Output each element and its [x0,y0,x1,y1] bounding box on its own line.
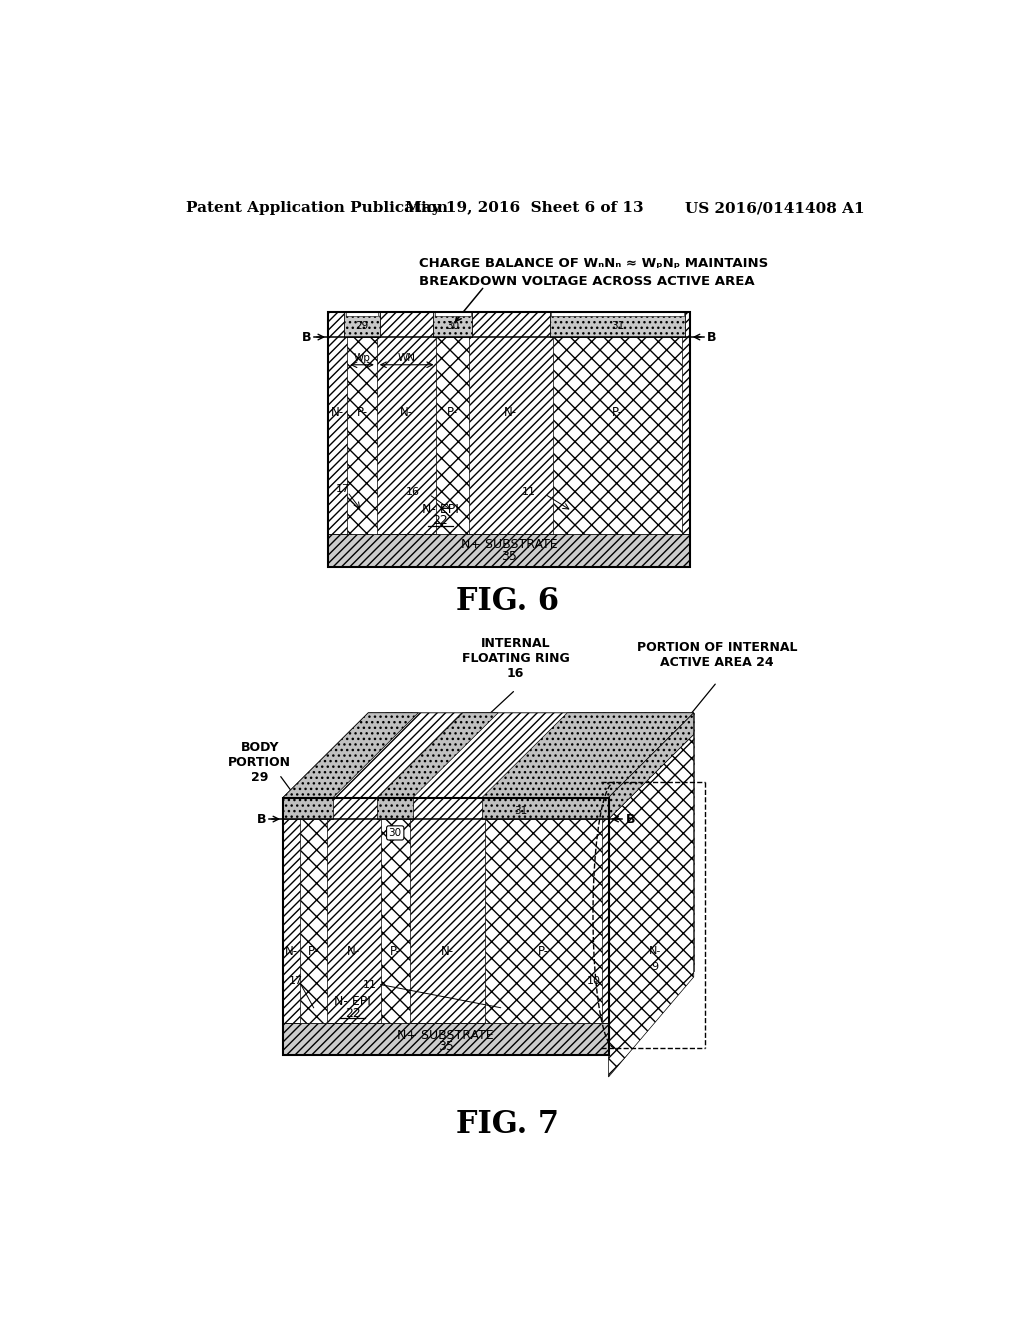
Bar [346,313,378,317]
Text: FIG. 6: FIG. 6 [457,586,559,616]
Text: WN: WN [397,352,416,363]
Text: Patent Application Publication: Patent Application Publication [186,202,449,215]
Text: N-: N- [347,945,360,958]
Text: N-: N- [504,407,517,418]
Bar [300,797,327,1023]
Polygon shape [608,713,693,818]
Polygon shape [369,939,693,970]
Text: N-: N- [441,945,454,958]
Text: N- EPI: N- EPI [334,995,371,1008]
Bar [378,797,413,818]
Text: 35: 35 [501,550,517,564]
Text: Wp: Wp [353,352,371,363]
Bar [328,535,690,566]
Text: N-: N- [331,407,344,418]
Bar [344,313,380,337]
Text: N-: N- [649,946,662,957]
Text: P-: P- [308,945,319,958]
Bar [433,313,472,337]
Text: FIG. 7: FIG. 7 [457,1109,559,1140]
Text: 35: 35 [438,1040,454,1053]
Text: 22: 22 [345,1007,360,1019]
Bar [283,797,333,818]
Polygon shape [378,713,499,797]
Text: N+ SUBSTRATE: N+ SUBSTRATE [397,1028,494,1041]
Text: N-: N- [285,945,298,958]
Bar [435,313,471,317]
Bar [485,797,601,1023]
Bar [551,313,684,317]
Text: 29: 29 [355,321,369,331]
Bar [347,313,377,535]
Text: 30: 30 [389,828,401,838]
Bar [283,797,608,1023]
Text: PORTION OF INTERNAL
ACTIVE AREA 24: PORTION OF INTERNAL ACTIVE AREA 24 [637,642,798,669]
Bar [283,1023,608,1056]
Bar [381,797,410,1023]
Text: P-: P- [390,945,400,958]
Text: US 2016/0141408 A1: US 2016/0141408 A1 [685,202,864,215]
Text: P-: P- [447,407,459,418]
Text: 31: 31 [514,807,527,816]
Polygon shape [283,713,693,797]
Text: N- EPI: N- EPI [422,503,459,516]
Bar [436,313,469,535]
Text: B: B [256,813,266,825]
Text: May 19, 2016  Sheet 6 of 13: May 19, 2016 Sheet 6 of 13 [406,202,644,215]
Text: 30: 30 [446,321,460,331]
Polygon shape [300,713,413,797]
Text: 16: 16 [406,487,420,496]
Text: CHARGE BALANCE OF WₙNₙ ≈ WₚNₚ MAINTAINS
BREAKDOWN VOLTAGE ACROSS ACTIVE AREA: CHARGE BALANCE OF WₙNₙ ≈ WₚNₚ MAINTAINS … [419,257,768,288]
Text: 9: 9 [651,962,658,972]
Text: N+ SUBSTRATE: N+ SUBSTRATE [461,539,557,552]
Text: INTERNAL
FLOATING RING
16: INTERNAL FLOATING RING 16 [462,638,569,680]
Text: 11: 11 [362,979,377,990]
Text: 31: 31 [610,321,624,331]
Text: P-: P- [356,407,368,418]
Text: B: B [301,330,311,343]
Text: P-: P- [538,945,549,958]
Text: 22: 22 [432,513,449,527]
Text: 17: 17 [289,975,303,986]
Bar [482,797,608,818]
Polygon shape [482,713,693,797]
Bar [328,313,690,535]
Bar [328,313,690,566]
Text: B: B [707,330,717,343]
Polygon shape [608,734,693,1077]
Text: B: B [626,813,635,825]
Text: 11: 11 [521,487,536,496]
Text: N-: N- [400,407,413,418]
Text: 10: 10 [587,975,601,986]
Text: BODY
PORTION
29: BODY PORTION 29 [228,742,291,784]
Polygon shape [485,713,687,797]
Polygon shape [381,713,496,797]
Bar [553,313,682,535]
Polygon shape [283,713,419,797]
Polygon shape [369,713,693,939]
Polygon shape [608,713,693,1056]
Text: P-: P- [612,407,623,418]
Text: 17: 17 [336,484,350,495]
Bar [283,797,608,1056]
Bar [550,313,685,337]
